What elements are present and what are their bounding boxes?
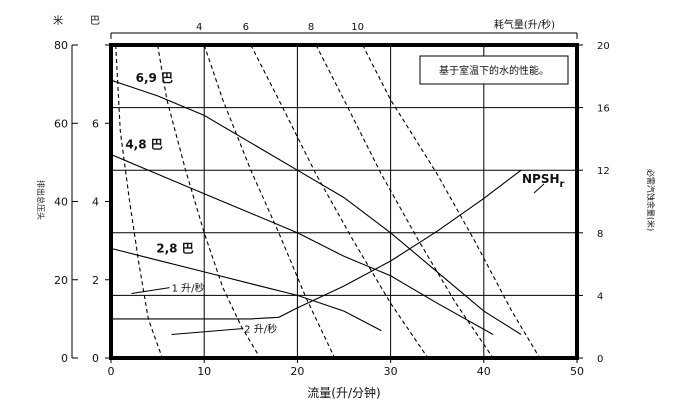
left-bar-tick-label-4: 4 [92, 196, 99, 209]
x-tick-label-40: 40 [477, 365, 491, 378]
plot-frame [109, 43, 579, 360]
right-tick-label-0: 0 [597, 354, 603, 365]
leader-line-npsh [533, 183, 545, 194]
right-tick-label-4: 4 [597, 291, 603, 302]
leader-line-1-lps [131, 287, 170, 294]
left-m-tick-label-60: 60 [54, 117, 68, 130]
right-tick-label-20: 20 [597, 41, 610, 52]
left-axis-title: 排出总压头 [36, 180, 46, 220]
left-unit-bar: 巴 [90, 15, 100, 27]
left-bar-tick-label-0: 0 [92, 352, 99, 365]
curve-npshr-3 [111, 169, 522, 320]
top-tick-label-4: 4 [196, 22, 202, 33]
left-unit-meter: 米 [53, 14, 63, 27]
top-tick-label-8: 8 [308, 22, 314, 33]
x-tick-label-0: 0 [108, 365, 115, 378]
curve-dashed-5 [157, 44, 261, 359]
curve-label-1-lps: 1 升/秒 [172, 282, 205, 295]
curve-label-2-8-bar: 2,8 巴 [156, 241, 193, 255]
x-tick-label-10: 10 [197, 365, 211, 378]
ticks-layer: 0 10 20 30 40 50 0 4 8 12 16 20 0 20 40 60 80 0 2 4 6 4 6 8 10 [54, 22, 610, 378]
curve-dashed-4 [115, 44, 163, 359]
left-bar-tick-label-6: 6 [92, 117, 99, 130]
curve-label-4-8-bar: 4,8 巴 [125, 138, 162, 152]
x-tick-label-50: 50 [570, 365, 584, 378]
curve-dashed-9 [362, 44, 541, 359]
curve-label-2-lps: 2 升/秒 [244, 323, 277, 336]
npsh-label-subscript: r [560, 179, 565, 190]
left-bar-tick-label-2: 2 [92, 274, 99, 287]
curve-dashed-7 [250, 44, 429, 359]
left-m-tick-label-20: 20 [54, 274, 68, 287]
top-axis-title: 耗气量(升/秒) [494, 18, 555, 31]
left-m-tick-label-80: 80 [54, 39, 68, 52]
curve-solid-2 [110, 247, 382, 332]
right-axis-title: 必需汽蚀余量(米) [646, 169, 656, 231]
note-text: 基于室温下的水的性能。 [439, 64, 549, 77]
x-axis-title: 流量(升/分钟) [307, 385, 380, 400]
x-tick-label-30: 30 [384, 365, 398, 378]
curve-dashed-8 [315, 44, 494, 359]
curve-solid-1 [110, 153, 494, 335]
right-tick-label-8: 8 [597, 229, 603, 240]
curve-label-6-9-bar: 6,9 巴 [136, 71, 173, 85]
left-m-tick-label-40: 40 [54, 196, 68, 209]
left-m-tick-label-0: 0 [61, 352, 68, 365]
top-tick-label-10: 10 [351, 22, 364, 33]
right-tick-label-16: 16 [597, 104, 610, 115]
leader-line-2-lps [171, 328, 243, 336]
npsh-label: NPSHr [522, 172, 565, 190]
x-tick-label-20: 20 [290, 365, 304, 378]
note-box [419, 55, 569, 85]
right-tick-label-12: 12 [597, 166, 610, 177]
npsh-label-main: NPSH [522, 172, 560, 186]
top-tick-label-6: 6 [243, 22, 249, 33]
curve-solid-0 [110, 79, 522, 335]
grid-lines [111, 45, 577, 358]
curves-layer [110, 44, 541, 359]
